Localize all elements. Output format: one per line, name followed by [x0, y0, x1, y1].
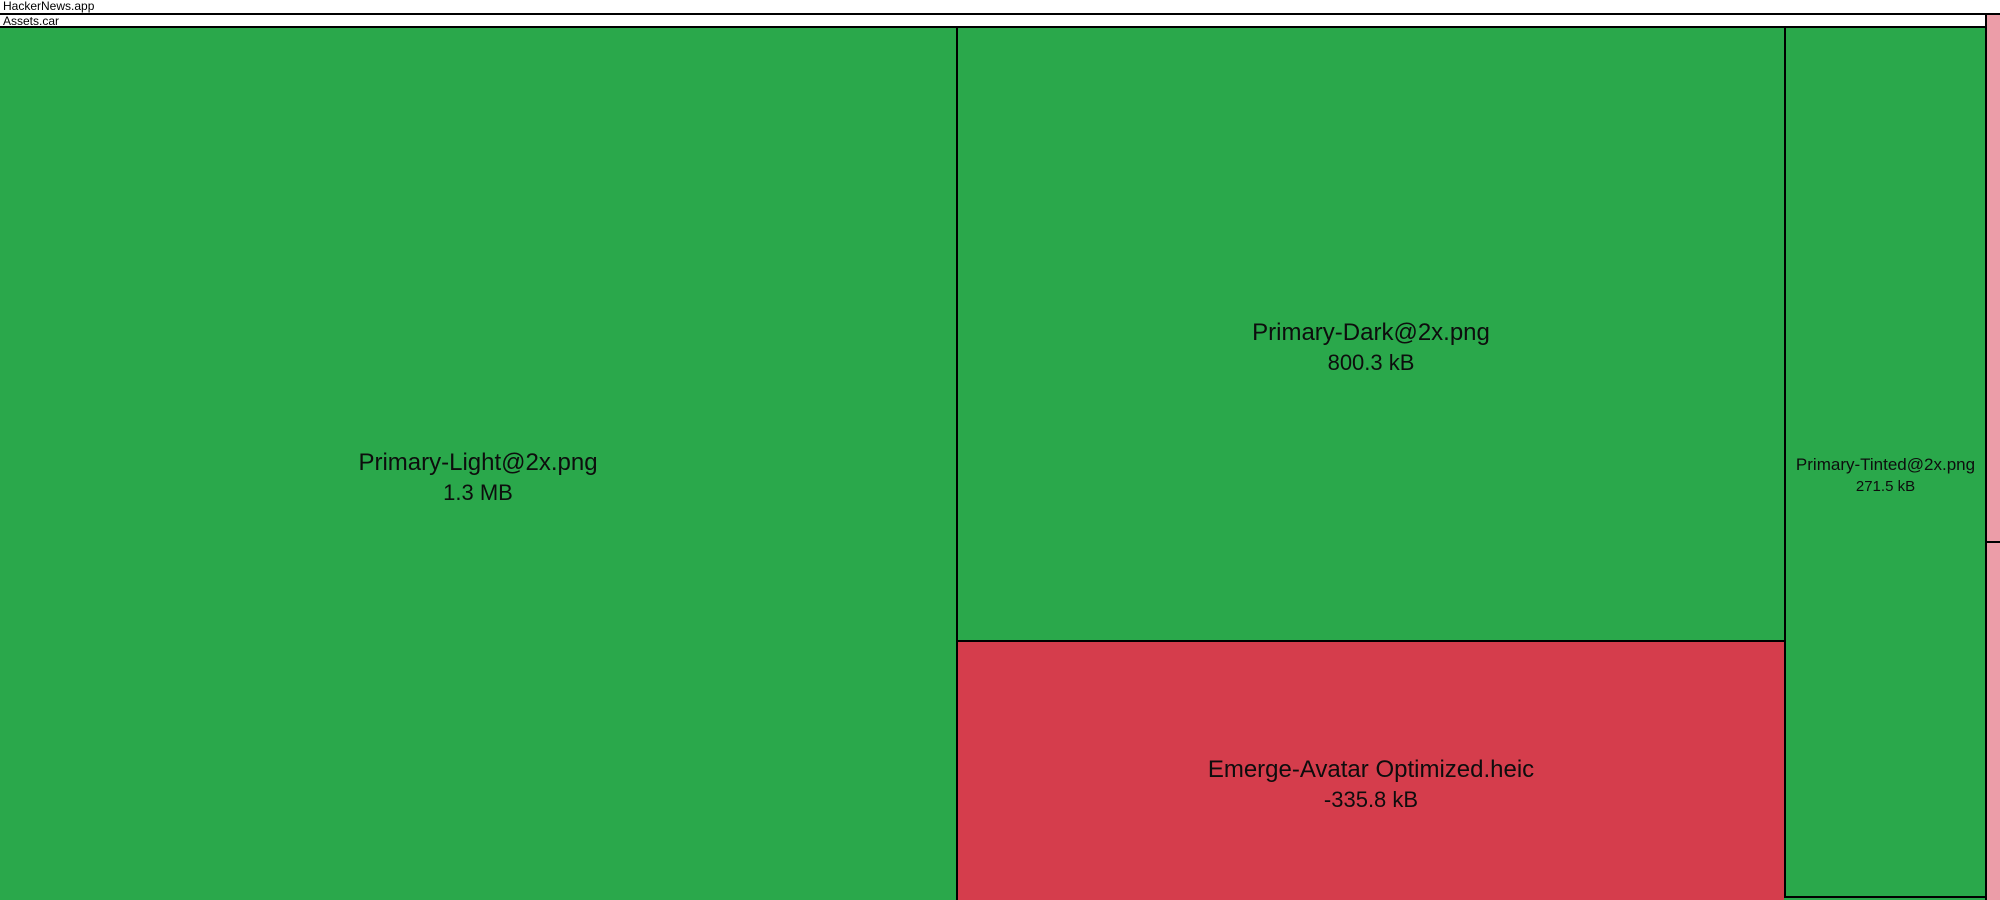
- cell-file-size: 800.3 kB: [1327, 349, 1415, 375]
- cell-file-size: -335.8 kB: [1323, 786, 1419, 812]
- cell-label: Primary-Light@2x.png 1.3 MB: [358, 447, 597, 508]
- treemap-cell-emerge-avatar[interactable]: Emerge-Avatar Optimized.heic -335.8 kB: [958, 642, 1784, 900]
- treemap-cell-small-unlabeled-top[interactable]: [1987, 15, 2000, 543]
- treemap-assets-car-header[interactable]: Assets.car: [0, 15, 1985, 28]
- treemap-cell-small-unlabeled-bottom[interactable]: [1987, 543, 2000, 900]
- cell-label: Primary-Dark@2x.png 800.3 kB: [1252, 317, 1490, 378]
- cell-file-name: Primary-Tinted@2x.png: [1795, 455, 1976, 474]
- cell-file-size: 271.5 kB: [1855, 478, 1916, 495]
- cell-label: Emerge-Avatar Optimized.heic -335.8 kB: [1208, 754, 1534, 815]
- cell-file-name: Primary-Dark@2x.png: [1252, 318, 1490, 346]
- cell-label: Primary-Tinted@2x.png 271.5 kB: [1796, 453, 1975, 497]
- cell-file-name: Emerge-Avatar Optimized.heic: [1207, 755, 1535, 783]
- treemap-root-header[interactable]: HackerNews.app: [0, 0, 2000, 15]
- treemap-cell-primary-dark[interactable]: Primary-Dark@2x.png 800.3 kB: [958, 28, 1784, 642]
- cell-file-size: 1.3 MB: [443, 479, 513, 505]
- treemap-cell-primary-light[interactable]: Primary-Light@2x.png 1.3 MB: [0, 28, 958, 900]
- small-cell-column: [1985, 15, 2000, 900]
- cell-file-name: Primary-Light@2x.png: [358, 448, 598, 476]
- treemap-cell-primary-tinted[interactable]: Primary-Tinted@2x.png 271.5 kB: [1784, 28, 1985, 898]
